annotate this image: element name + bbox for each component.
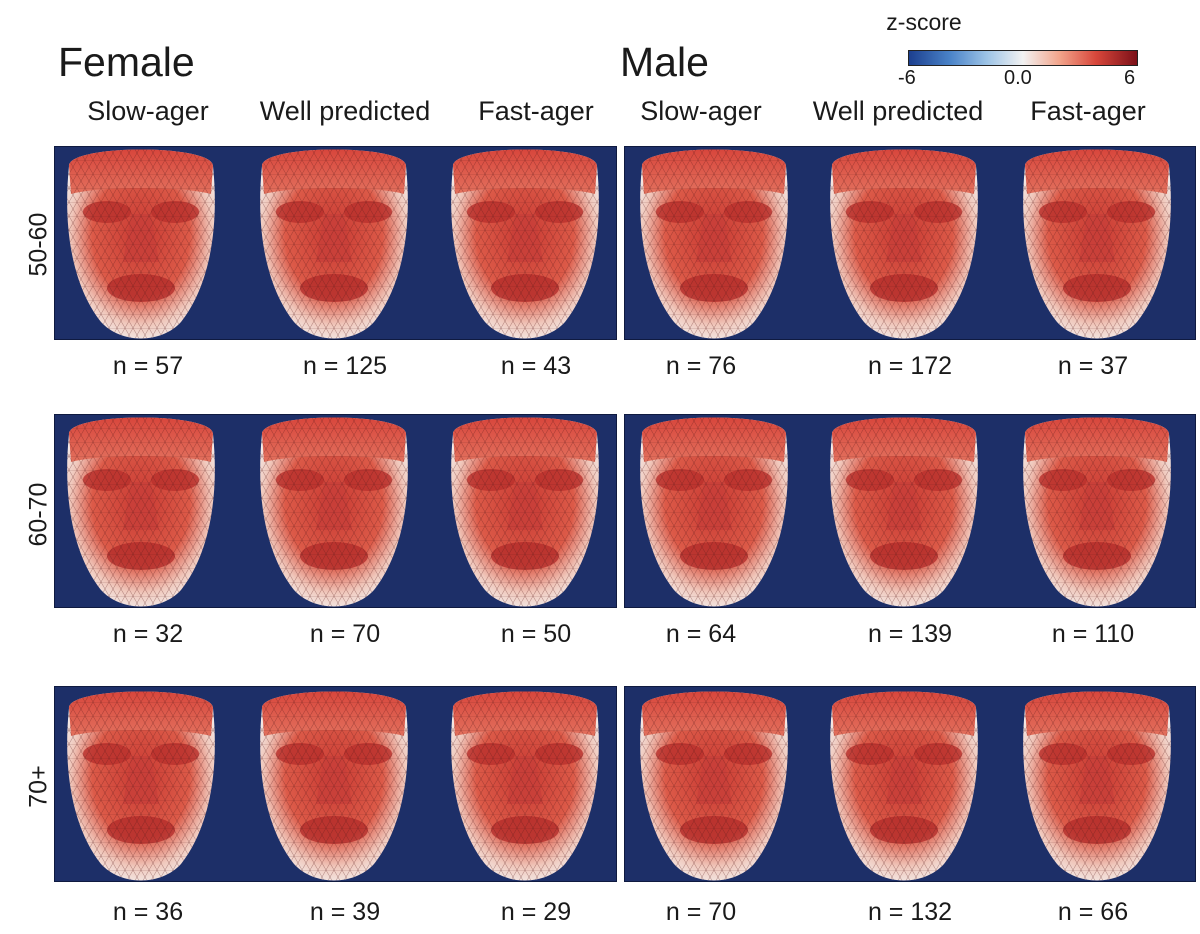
- col-label-female-fast: Fast-ager: [478, 96, 594, 126]
- col-label-male-slow: Slow-ager: [640, 96, 762, 126]
- count-label: n = 39: [309, 898, 381, 926]
- count-label: n = 57: [112, 352, 184, 380]
- count-label: n = 66: [1057, 898, 1129, 926]
- count-label: n = 125: [302, 352, 388, 380]
- count-label: n = 110: [1051, 620, 1135, 648]
- colorbar-title: z-score: [886, 9, 962, 35]
- col-label-female-slow: Slow-ager: [87, 96, 209, 126]
- colorbar-tick-mid: 0.0: [1004, 67, 1032, 89]
- col-label-male-well: Well predicted: [812, 96, 984, 126]
- count-label: n = 132: [867, 898, 953, 926]
- count-label: n = 36: [112, 898, 184, 926]
- count-label: n = 172: [867, 352, 953, 380]
- count-label: n = 29: [500, 898, 572, 926]
- count-label: n = 76: [665, 352, 737, 380]
- count-label: n = 43: [500, 352, 572, 380]
- colorbar-tick-max: 6: [1124, 67, 1136, 89]
- male-title: Male: [620, 39, 709, 85]
- colorbar: [908, 50, 1138, 66]
- col-label-female-well: Well predicted: [259, 96, 431, 126]
- col-label-male-fast: Fast-ager: [1030, 96, 1146, 126]
- count-label: n = 37: [1057, 352, 1129, 380]
- count-label: n = 70: [665, 898, 737, 926]
- colorbar-tick-min: -6: [898, 67, 916, 89]
- count-label: n = 70: [309, 620, 381, 648]
- count-label: n = 32: [112, 620, 184, 648]
- female-title: Female: [58, 39, 195, 85]
- count-label: n = 64: [665, 620, 737, 648]
- count-label: n = 139: [867, 620, 953, 648]
- count-label: n = 50: [500, 620, 572, 648]
